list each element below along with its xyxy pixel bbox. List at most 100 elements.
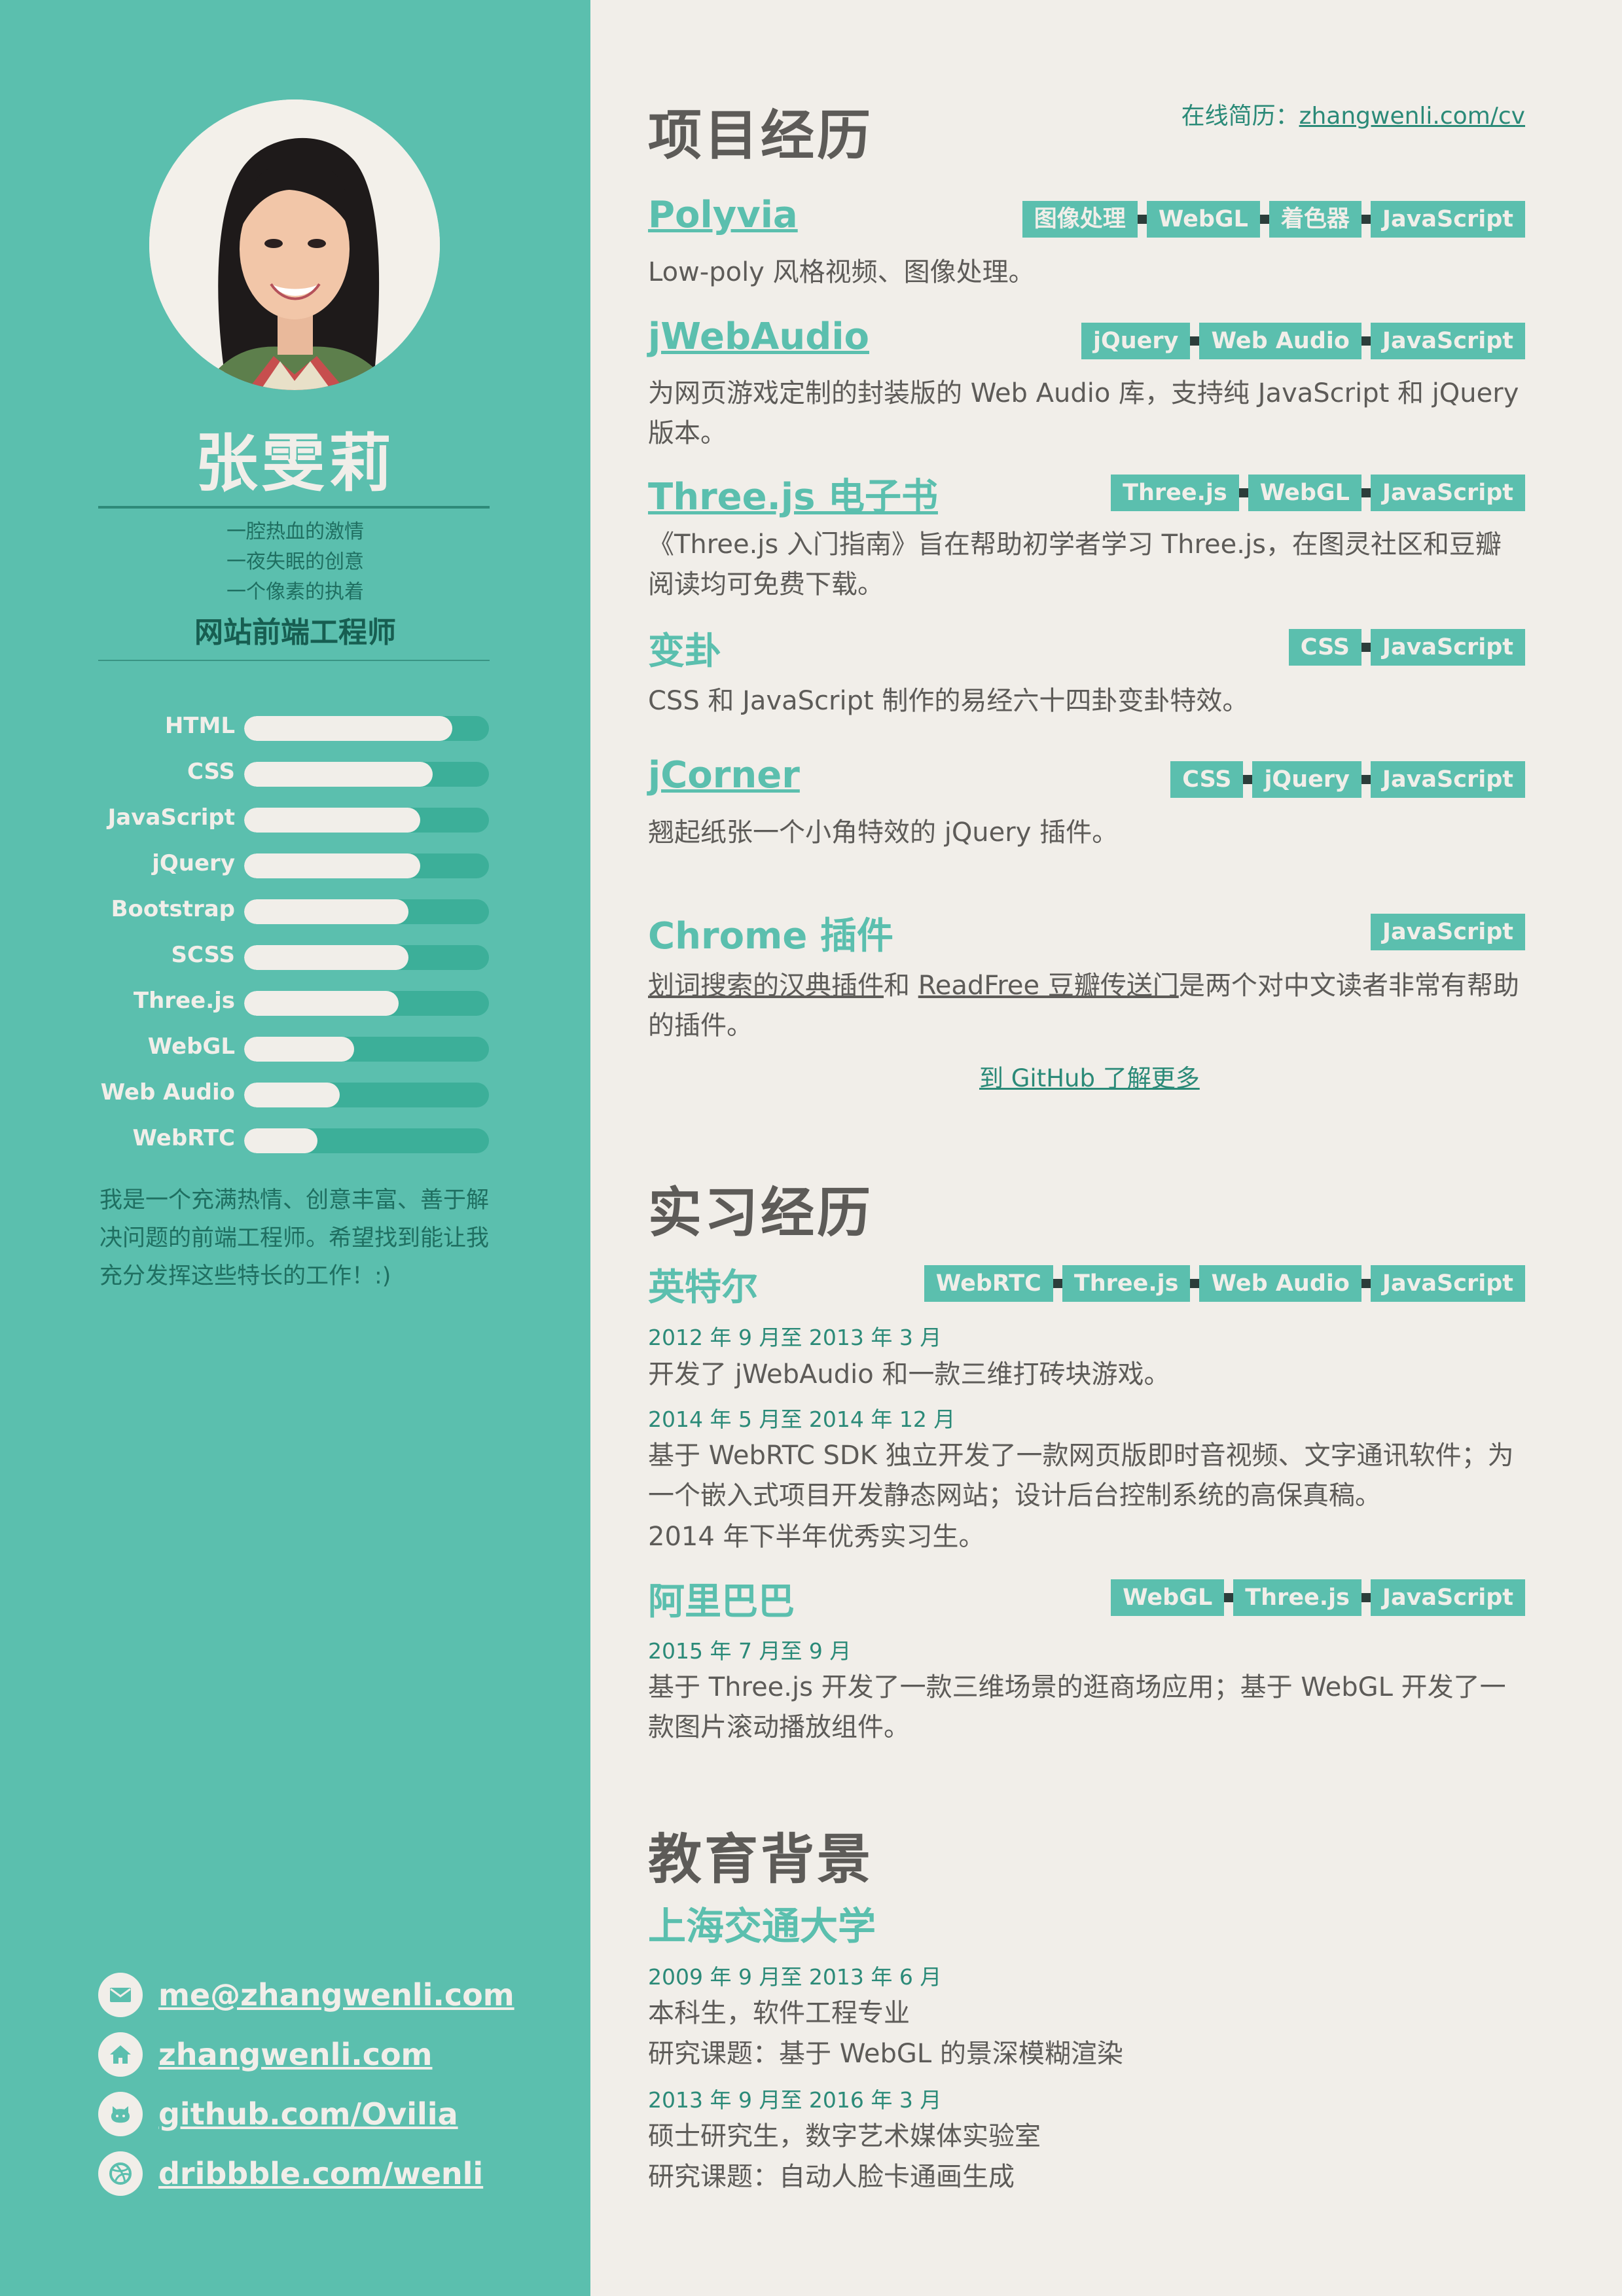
readfree-link[interactable]: ReadFree 豆瓣传送门 [918,971,1179,1001]
section-title-projects: 项目经历 [648,105,874,167]
tag: Three.js [1111,475,1239,511]
date-range: 2012 年 9 月至 2013 年 3 月 [648,1325,942,1350]
date-range: 2015 年 7 月至 9 月 [648,1638,852,1664]
school-name: 上海交通大学 [648,1904,876,1948]
github-more-link[interactable]: 到 GitHub 了解更多 [979,1064,1200,1092]
skill-bar-fill [244,991,399,1016]
project-description: 《Three.js 入门指南》旨在帮助初学者学习 Three.js，在图灵社区和… [648,529,1502,600]
skill-row: JavaScript [0,802,590,833]
company-intel: 英特尔 [648,1266,758,1309]
project-tags: JavaScript [1370,914,1525,950]
motto-line: 一个像素的执着 [226,581,364,603]
home-icon [98,2032,143,2077]
skill-label: Three.js [133,988,235,1014]
contact-website-link[interactable]: zhangwenli.com [158,2037,433,2072]
online-cv-label: 在线简历： [1181,103,1299,130]
tag: JavaScript [1370,201,1525,238]
main-content [590,0,1622,2296]
skill-row: Bootstrap [0,893,590,925]
skill-label: SCSS [171,942,235,968]
project-title-chrome: Chrome 插件 [648,915,893,958]
internship-tags: WebRTC Three.js Web Audio JavaScript [924,1265,1525,1302]
tag: WebRTC [924,1265,1053,1302]
skill-row: Three.js [0,985,590,1016]
project-title-polyvia[interactable]: Polyvia [648,194,798,236]
company-alibaba: 阿里巴巴 [648,1581,795,1623]
skill-bar-fill [244,1083,340,1107]
internship-description: 2014 年下半年优秀实习生。 [648,1522,985,1552]
project-tags: CSS JavaScript [1288,629,1525,666]
contact-email[interactable]: me@zhangwenli.com [98,1971,556,2018]
education-detail: 本科生，软件工程专业 [648,1998,910,2028]
tag: 图像处理 [1022,201,1138,238]
skill-row: jQuery [0,848,590,879]
skill-label: WebGL [147,1033,235,1060]
contact-github[interactable]: github.com/Ovilia [98,2090,556,2138]
contact-dribbble[interactable]: dribbble.com/wenli [98,2150,556,2197]
title-divider [98,660,490,661]
education-detail: 研究课题：基于 WebGL 的景深模糊渲染 [648,2039,1123,2069]
handian-plugin-link[interactable]: 划词搜索的汉典插件 [648,971,884,1001]
skill-row: WebGL [0,1031,590,1062]
internship-description: 基于 Three.js 开发了一款三维场景的逛商场应用；基于 WebGL 开发了… [648,1672,1506,1742]
internship-description: 基于 WebRTC SDK 独立开发了一款网页版即时音视频、文字通讯软件；为一个… [648,1441,1514,1511]
skill-bar [244,899,489,924]
skill-row: SCSS [0,939,590,971]
person-name: 张雯莉 [195,427,395,500]
skill-bar-fill [244,899,408,924]
name-divider [98,506,490,509]
motto-line: 一腔热血的激情 [226,520,364,543]
project-title-jcorner[interactable]: jCorner [648,754,800,797]
tag: CSS [1170,761,1244,798]
skill-bar [244,1083,489,1107]
skill-row: CSS [0,756,590,787]
avatar-photo [149,99,440,390]
project-description: 划词搜索的汉典插件和 ReadFree 豆瓣传送门是两个对中文读者非常有帮助的插… [648,971,1519,1041]
education-detail: 研究课题：自动人脸卡通画生成 [648,2162,1015,2192]
skill-bar-fill [244,1128,318,1153]
date-range: 2013 年 9 月至 2016 年 3 月 [648,2087,942,2113]
section-title-education: 教育背景 [648,1829,874,1891]
contact-email-link[interactable]: me@zhangwenli.com [158,1977,514,2013]
contact-website[interactable]: zhangwenli.com [98,2031,556,2078]
skill-bar-fill [244,762,433,787]
tag: JavaScript [1370,323,1525,359]
project-description: 为网页游戏定制的封装版的 Web Audio 库，支持纯 JavaScript … [648,378,1519,448]
skill-bar [244,945,489,970]
motto-line: 一夜失眠的创意 [226,550,364,573]
tag: 着色器 [1269,201,1361,238]
project-description: 翘起纸张一个小角特效的 jQuery 插件。 [648,817,1119,848]
date-range: 2014 年 5 月至 2014 年 12 月 [648,1407,956,1432]
contact-github-link[interactable]: github.com/Ovilia [158,2096,458,2132]
project-description: CSS 和 JavaScript 制作的易经六十四卦变卦特效。 [648,686,1249,716]
tag: Three.js [1233,1579,1361,1616]
project-tags: CSS jQuery JavaScript [1170,761,1525,798]
skill-bar-fill [244,945,408,970]
project-description: Low-poly 风格视频、图像处理。 [648,257,1035,287]
skill-label: Bootstrap [111,896,235,922]
internship-tags: WebGL Three.js JavaScript [1111,1579,1525,1616]
project-title-threejs-book[interactable]: Three.js 电子书 [648,476,938,518]
tag: JavaScript [1370,1265,1525,1302]
tag: jQuery [1081,323,1191,359]
skill-bar-fill [244,808,421,833]
skill-label: WebRTC [132,1125,236,1151]
mail-icon [98,1973,143,2017]
tag: Web Audio [1199,323,1361,359]
tag: JavaScript [1370,1579,1525,1616]
skill-bar [244,853,489,878]
skill-bar [244,716,489,741]
tag: Web Audio [1199,1265,1361,1302]
skill-row: Web Audio [0,1077,590,1108]
project-tags: 图像处理 WebGL 着色器 JavaScript [1022,201,1525,238]
tag: WebGL [1248,475,1361,511]
contact-dribbble-link[interactable]: dribbble.com/wenli [158,2156,484,2191]
skill-row: WebRTC [0,1122,590,1154]
portrait-illustration [149,99,440,390]
online-cv-link[interactable]: zhangwenli.com/cv [1299,103,1525,130]
project-title-jwebaudio[interactable]: jWebAudio [648,315,869,358]
section-title-internships: 实习经历 [648,1182,874,1244]
tag: CSS [1288,629,1361,666]
skill-label: CSS [187,759,235,785]
tag: JavaScript [1370,629,1525,666]
